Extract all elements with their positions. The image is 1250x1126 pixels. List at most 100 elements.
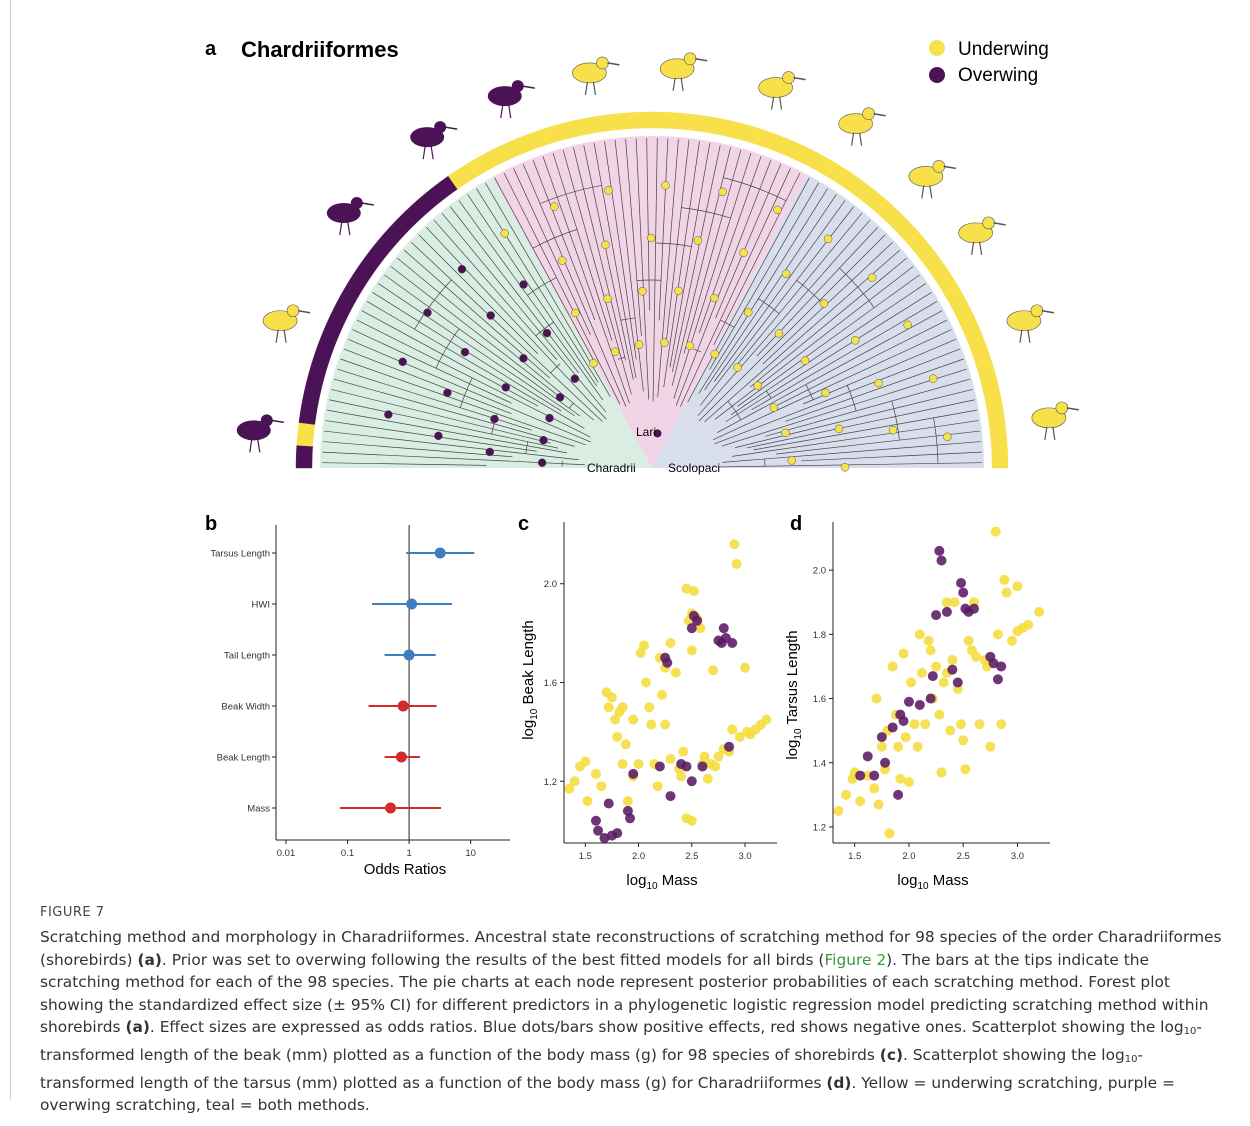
tip-bar — [991, 444, 1009, 458]
scatter-point — [727, 637, 738, 648]
tree-branch — [334, 378, 575, 447]
shorebird-silhouette-icon — [236, 414, 284, 453]
y-tick-label: 1.6 — [813, 694, 826, 705]
figure-label: FIGURE 7 — [40, 905, 105, 920]
scatter-point — [1023, 619, 1034, 630]
node-pie — [545, 413, 554, 423]
legend: Underwing Overwing — [929, 39, 1049, 86]
clade-label-charadrii: Charadrii — [587, 461, 636, 475]
figure-2-link[interactable]: Figure 2 — [824, 950, 887, 969]
tip-state-ring — [295, 111, 1009, 469]
tree-branch — [652, 138, 658, 402]
forest-x-tick-label: 10 — [465, 848, 476, 859]
scatter-point — [692, 615, 703, 626]
x-tick-label: 1.5 — [848, 851, 861, 862]
bird-body-icon — [236, 420, 271, 441]
bird-leg-icon — [979, 241, 983, 255]
effect-point — [434, 547, 446, 559]
c-y-axis-label: log10 Beak Length — [520, 620, 540, 740]
tree-arc — [727, 401, 742, 421]
tree-branch — [331, 389, 551, 444]
bird-beak-icon — [793, 76, 806, 81]
c-x-axis-label: log10 Mass — [626, 872, 697, 892]
scatter-point — [947, 655, 958, 666]
node-pie — [539, 435, 548, 445]
bird-leg-icon — [347, 221, 351, 236]
panel-c-letter: c — [518, 513, 529, 535]
tree-branch — [697, 219, 871, 417]
scatter-point — [686, 815, 697, 826]
scatter-point — [923, 635, 934, 646]
bird-leg-icon — [859, 132, 863, 146]
scatter-point — [934, 709, 945, 720]
node-pie — [733, 363, 742, 372]
forest-row-label: Beak Width — [221, 702, 270, 713]
bird-head-icon — [511, 80, 524, 93]
bird-leg-icon — [275, 329, 279, 343]
forest-x-tick-label: 1 — [406, 848, 411, 859]
y-tick-label: 2.0 — [813, 566, 826, 577]
bird-beak-icon — [1041, 310, 1055, 314]
tree-arc — [655, 242, 692, 247]
bird-body-icon — [1031, 407, 1067, 429]
tree-branch — [675, 160, 772, 406]
scatter-point — [1001, 587, 1012, 598]
tip-bar — [594, 114, 609, 133]
tree-arc — [891, 400, 900, 441]
scatter-point — [656, 689, 667, 700]
tree-branch — [801, 451, 982, 462]
tree-branch — [450, 206, 579, 374]
tree-arc — [459, 377, 473, 408]
tree-branch — [765, 378, 970, 437]
scatter-point — [927, 671, 938, 682]
tree-branch — [485, 182, 611, 397]
node-pie — [744, 308, 753, 317]
tree-branch — [671, 145, 721, 373]
scatter-point — [884, 828, 895, 839]
tree-branch — [522, 164, 627, 407]
shorebird-silhouette-icon — [262, 304, 311, 343]
tree-arc — [933, 417, 939, 464]
scatter-point — [606, 692, 617, 703]
tree-arc — [539, 185, 602, 205]
tree-arc — [569, 402, 574, 409]
forest-row-label: Tail Length — [224, 651, 270, 662]
bird-leg-icon — [851, 132, 855, 146]
bird-beak-icon — [694, 58, 708, 62]
tree-branch — [704, 194, 837, 391]
scatter-point — [628, 768, 639, 779]
tree-branch — [722, 441, 981, 463]
scatter-point — [646, 719, 657, 730]
scatter-point — [688, 586, 699, 597]
scatter-point — [906, 677, 917, 688]
tree-branch — [746, 399, 975, 449]
tree-branch — [625, 139, 642, 337]
scatter-point — [590, 768, 601, 779]
shorebird-silhouette-icon — [758, 71, 806, 110]
bird-leg-icon — [1044, 426, 1048, 440]
tree-branch — [725, 292, 932, 422]
tip-bar — [628, 111, 642, 129]
scatter-point — [665, 637, 676, 648]
tree-branch — [583, 145, 634, 380]
scatter-point — [617, 758, 628, 769]
scatter-point — [665, 754, 676, 765]
tree-branch — [669, 143, 711, 368]
bird-head-icon — [782, 71, 795, 84]
scatter-point — [686, 623, 697, 634]
tree-branch — [458, 200, 604, 401]
forest-row-label: Tarsus Length — [210, 549, 270, 560]
bird-body-icon — [1006, 310, 1042, 332]
node-pie — [685, 341, 695, 350]
node-pie — [638, 287, 647, 296]
node-pie — [550, 202, 559, 211]
bird-beak-icon — [271, 419, 284, 424]
tree-branch — [753, 409, 977, 451]
scatter-point — [988, 658, 999, 669]
tip-bar — [684, 113, 698, 132]
clade-label-scolopaci: Scolopaci — [668, 461, 720, 475]
phylogeny-tree — [322, 138, 982, 472]
scatter-point — [916, 667, 927, 678]
d-y-axis-label: log10 Tarsus Length — [784, 630, 804, 759]
scatter-point — [617, 702, 628, 713]
